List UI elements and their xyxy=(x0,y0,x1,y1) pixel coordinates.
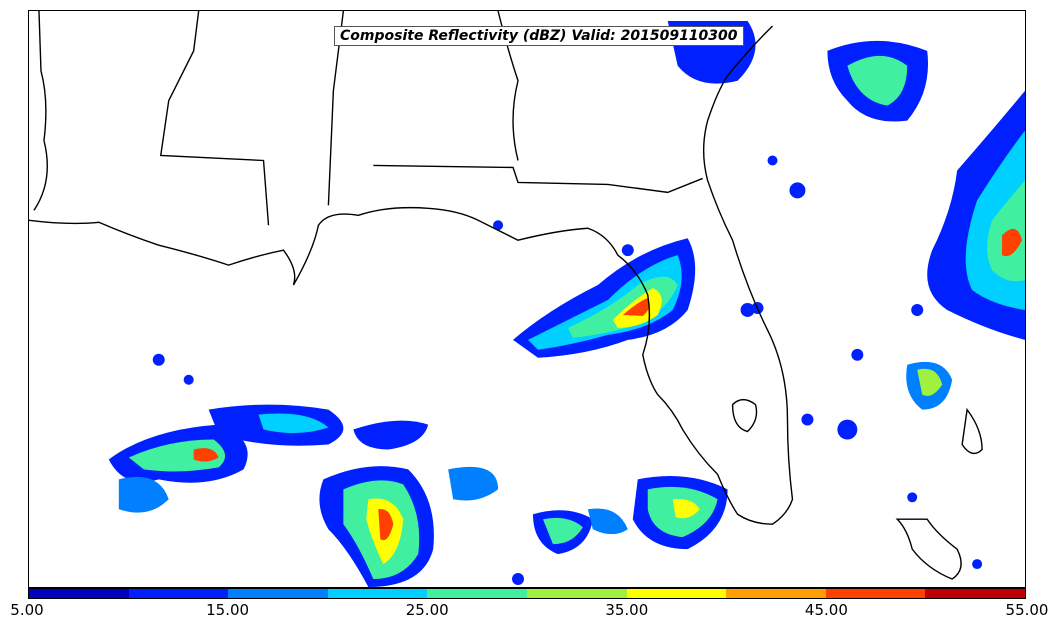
lake-okeechobee xyxy=(731,398,758,433)
echo-scattered-cells xyxy=(152,155,983,586)
state-border-mississippi-alabama xyxy=(159,11,270,226)
echo-cluster-nw-florida xyxy=(513,238,696,358)
map-title: Composite Reflectivity (dBZ) Valid: 2015… xyxy=(334,26,744,46)
echo-cluster-west-gulf xyxy=(108,404,344,513)
colorbar-segment xyxy=(925,589,1025,598)
colorbar-segment xyxy=(427,589,527,598)
colorbar-tick-label: 55.00 xyxy=(1005,601,1049,619)
coastline-gulf xyxy=(29,25,794,525)
colorbar-tick-label: 25.00 xyxy=(405,601,449,619)
colorbar-segment xyxy=(626,589,727,598)
state-border-louisiana xyxy=(33,11,48,211)
bahamas-coast xyxy=(961,407,983,455)
colorbar-segment xyxy=(526,589,627,598)
colorbar-tick-label: 35.00 xyxy=(605,601,649,619)
colorbar-tick-label: 5.00 xyxy=(10,601,44,619)
colorbar xyxy=(28,588,1026,599)
radar-echoes xyxy=(108,20,1025,587)
colorbar-tick-label: 45.00 xyxy=(804,601,848,619)
echo-cluster-south-gulf xyxy=(319,420,728,587)
reflectivity-map xyxy=(29,11,1025,587)
colorbar-segment xyxy=(29,589,129,598)
colorbar-tick-label: 15.00 xyxy=(206,601,250,619)
geographic-boundaries xyxy=(29,11,983,580)
colorbar-segment xyxy=(327,589,428,598)
cuba-coast xyxy=(895,518,962,580)
colorbar-segment xyxy=(228,589,328,598)
colorbar-segment xyxy=(128,589,229,598)
state-border-georgia-florida xyxy=(373,164,703,194)
colorbar-segment xyxy=(726,589,826,598)
colorbar-segment xyxy=(825,589,926,598)
map-panel: Composite Reflectivity (dBZ) Valid: 2015… xyxy=(28,10,1026,588)
